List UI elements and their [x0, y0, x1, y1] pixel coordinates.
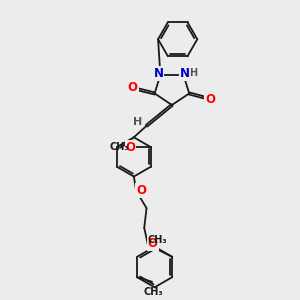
Text: N: N	[154, 67, 164, 80]
Text: O: O	[136, 184, 146, 197]
Text: CH₃: CH₃	[147, 235, 167, 245]
Text: O: O	[205, 93, 215, 106]
Text: H: H	[189, 68, 197, 78]
Text: O: O	[148, 237, 158, 250]
Text: H: H	[133, 117, 142, 127]
Text: CH₃: CH₃	[143, 287, 163, 297]
Text: O: O	[128, 81, 138, 94]
Text: N: N	[180, 67, 190, 80]
Text: CH₃: CH₃	[110, 142, 130, 152]
Text: O: O	[125, 141, 136, 154]
